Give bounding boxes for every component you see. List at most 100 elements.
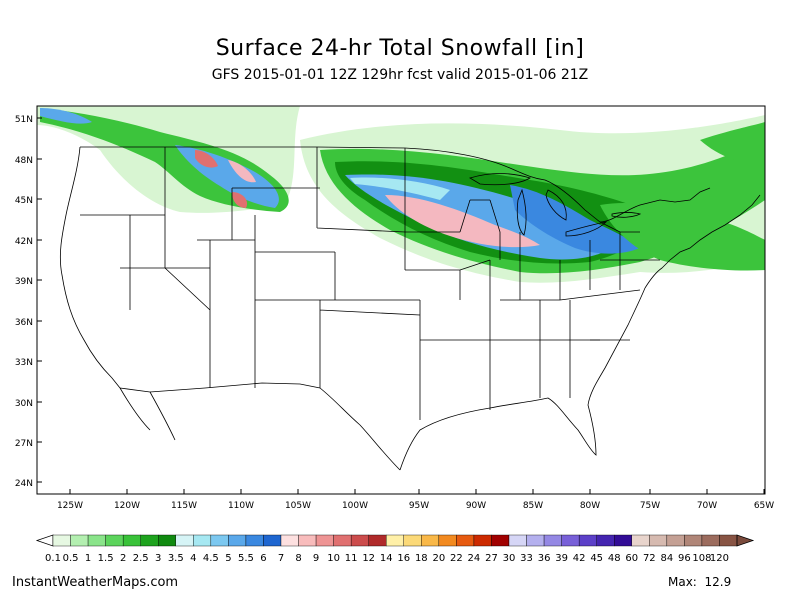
colorbar-label: 27 (485, 553, 498, 564)
pacific-coast (59, 146, 121, 389)
colorbar-label: 2 (120, 553, 126, 564)
lat-label: 27N (15, 439, 33, 449)
snow-west-pink2 (232, 192, 248, 208)
colorbar-swatch (684, 534, 703, 547)
snow-west-pink (195, 150, 218, 168)
colorbar-swatch (438, 534, 457, 547)
snow-band-lightblue (350, 177, 450, 200)
map-title: Surface 24-hr Total Snowfall [in] (215, 36, 585, 61)
us-canada-border (80, 146, 711, 223)
lon-label: 100W (342, 501, 368, 511)
east-coast (644, 194, 761, 289)
colorbar-swatch (649, 534, 668, 547)
colorbar-label: 36 (538, 553, 551, 564)
colorbar-label: 8 (295, 553, 301, 564)
colorbar-swatch (87, 534, 106, 547)
colorbar-swatch (70, 534, 89, 547)
snow-band-lakes (510, 185, 640, 254)
snow-band-blue (345, 174, 615, 260)
colorbar-swatch (526, 534, 545, 547)
snowfall-field (37, 106, 765, 283)
colorbar-label: 20 (432, 553, 445, 564)
lake-huron (545, 189, 567, 221)
colorbar-label: 33 (520, 553, 533, 564)
colorbar-swatch (140, 534, 159, 547)
snow-band-pink (385, 195, 540, 248)
state-lines-east (559, 221, 660, 341)
colorbar-label: 11 (345, 553, 358, 564)
colorbar-label: 4.5 (203, 553, 219, 564)
lon-label: 115W (171, 501, 197, 511)
colorbar-label: 4 (190, 553, 196, 564)
lat-label: 24N (15, 479, 33, 489)
colorbar-label: 120 (710, 553, 729, 564)
max-value: Max: 12.9 (668, 575, 732, 589)
colorbar-swatch (473, 534, 492, 547)
mexico-border (119, 382, 401, 471)
colorbar-swatch (631, 534, 650, 547)
colorbar-swatch (280, 534, 299, 547)
colorbar-label: 108 (692, 553, 711, 564)
lon-label: 110W (228, 501, 254, 511)
baja (119, 387, 176, 441)
lake-michigan (516, 188, 527, 236)
lon-label: 75W (640, 501, 660, 511)
colorbar-swatch (333, 534, 352, 547)
lat-label: 39N (15, 277, 33, 287)
colorbar-swatch (315, 534, 334, 547)
lon-label: 85W (523, 501, 543, 511)
state-lines-central (404, 148, 600, 420)
colorbar-label: 9 (313, 553, 319, 564)
map-subtitle: GFS 2015-01-01 12Z 129hr fcst valid 2015… (211, 67, 589, 83)
lon-label: 80W (580, 501, 600, 511)
lon-label: 120W (114, 501, 140, 511)
colorbar-swatch (210, 534, 229, 547)
colorbar-swatch (543, 534, 562, 547)
lake-ontario (611, 212, 642, 218)
lake-superior (469, 173, 531, 186)
snow-ne-green (600, 203, 765, 271)
colorbar-swatch (561, 534, 580, 547)
colorbar-swatch (298, 534, 317, 547)
lat-label: 33N (15, 358, 33, 368)
colorbar-label: 6 (260, 553, 266, 564)
colorbar-label: 60 (625, 553, 638, 564)
map-frame (36, 105, 766, 495)
colorbar-label: 5.5 (238, 553, 254, 564)
colorbar-swatch (368, 534, 387, 547)
lake-erie (565, 221, 608, 237)
snow-nw-blue (40, 108, 92, 124)
colorbar-label: 2.5 (133, 553, 149, 564)
colorbar-label: 12 (362, 553, 375, 564)
colorbar-swatch (456, 534, 475, 547)
colorbar-swatch (421, 534, 440, 547)
colorbar-label: 42 (573, 553, 586, 564)
colorbar-swatch (403, 534, 422, 547)
colorbar-label: 1 (85, 553, 91, 564)
colorbar-label: 24 (468, 553, 481, 564)
colorbar-label: 39 (555, 553, 568, 564)
lon-label: 105W (285, 501, 311, 511)
colorbar-swatch (386, 534, 404, 547)
colorbar-label: 3 (155, 553, 161, 564)
snow-ne-light (700, 122, 765, 165)
colorbar-swatch (596, 534, 615, 547)
colorbar-label: 3.5 (168, 553, 184, 564)
state-lines-west (80, 147, 421, 388)
colorbar-label: 84 (660, 553, 673, 564)
colorbar-swatch (228, 534, 247, 547)
lat-label: 45N (15, 196, 33, 206)
colorbar-label: 30 (503, 553, 516, 564)
snow-west-pink3 (228, 160, 256, 183)
colorbar-label: 7 (278, 553, 284, 564)
colorbar-swatch (193, 534, 212, 547)
lon-label: 70W (697, 501, 717, 511)
colorbar: 0.1 0.5 1 1.5 2 2.5 3 3.5 4 4.5 5 5.5 6 7 8 9 10 11 12 14 16… (35, 534, 755, 564)
colorbar-low-arrow (35, 534, 54, 547)
boundaries (59, 146, 761, 471)
colorbar-label: 72 (643, 553, 656, 564)
colorbar-swatch (578, 534, 597, 547)
lon-label: 95W (409, 501, 429, 511)
colorbar-label: 5 (225, 553, 231, 564)
